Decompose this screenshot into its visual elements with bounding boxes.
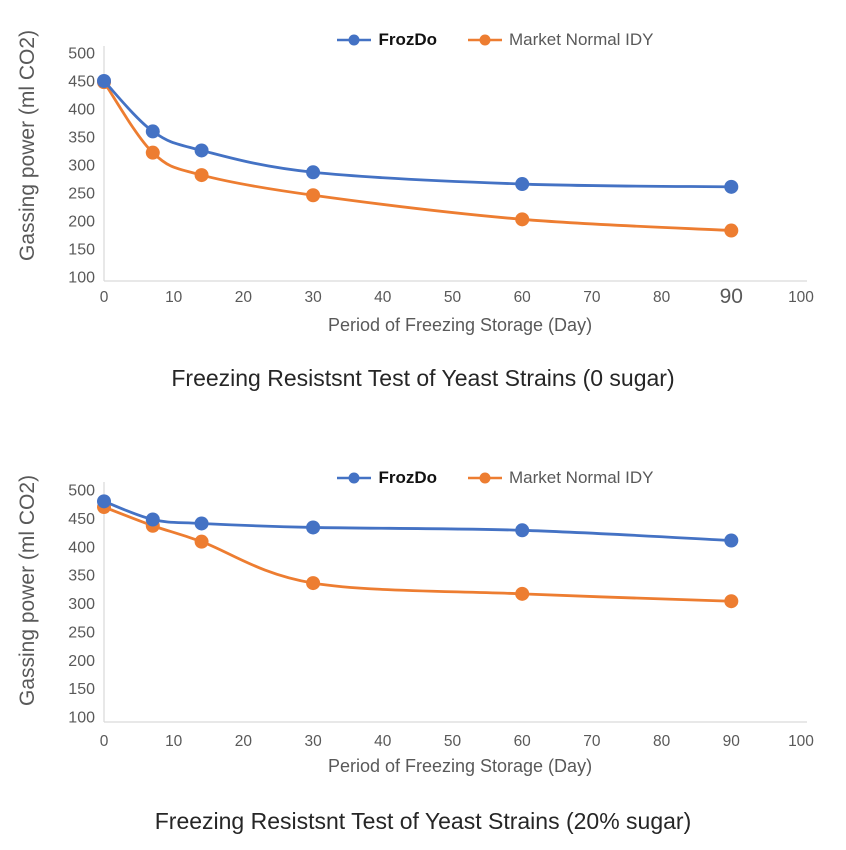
x-tick-label: 60 (514, 733, 532, 750)
y-tick-label: 350 (68, 568, 95, 585)
data-point-marker-1 (194, 168, 209, 183)
data-point-marker-0 (515, 523, 530, 538)
y-tick-label: 200 (68, 214, 95, 231)
y-tick-label: 500 (68, 46, 95, 63)
legend-item-market-normal-idy: Market Normal IDY (467, 30, 654, 50)
x-tick-label: 50 (444, 733, 462, 750)
y-tick-label: 500 (68, 483, 95, 500)
data-point-marker-0 (145, 124, 160, 139)
plot-area: 500 450 400 350 300 250 200 150 100 0 10 20 30 40 50 60… (68, 46, 814, 309)
chart-title: Freezing Resistsnt Test of Yeast Strains… (171, 365, 675, 391)
x-tick-label: 40 (374, 289, 392, 306)
x-tick-label: 0 (100, 733, 109, 750)
data-point-marker-0 (306, 520, 321, 535)
legend-item-frozdo: FrozDo (336, 468, 437, 488)
chart-20pct-sugar: FrozDo Market Normal IDY Gassing power (… (0, 430, 846, 850)
data-point-marker-0 (515, 177, 530, 192)
legend-line-marker-icon (337, 472, 372, 484)
y-tick-label: 450 (68, 74, 95, 91)
data-point-marker-0 (724, 179, 739, 194)
data-point-marker-0 (194, 143, 209, 158)
chart-title: Freezing Resistsnt Test of Yeast Strains… (154, 808, 692, 834)
x-tick-label: 80 (653, 289, 671, 306)
legend-item-market-normal-idy: Market Normal IDY (467, 468, 654, 488)
x-tick-label: 20 (235, 733, 253, 750)
legend-line-marker-icon (468, 34, 502, 46)
legend-dot (348, 34, 360, 46)
x-tick-label: 20 (235, 289, 253, 306)
x-tick-label: 100 (788, 289, 814, 306)
y-tick-label: 100 (68, 270, 95, 287)
y-tick-label: 350 (68, 130, 95, 147)
x-tick-label: 30 (304, 733, 322, 750)
y-tick-label: 400 (68, 539, 95, 556)
data-point-marker-0 (194, 516, 209, 531)
y-tick-label: 150 (68, 242, 95, 259)
legend-label: Market Normal IDY (509, 30, 654, 49)
x-tick-label: 90 (723, 733, 741, 750)
x-tick-label: 70 (583, 289, 601, 306)
x-tick-label: 60 (514, 289, 532, 306)
legend: FrozDo Market Normal IDY (145, 468, 845, 488)
data-point-marker-0 (97, 74, 111, 88)
data-point-marker-1 (306, 188, 321, 203)
data-point-marker-1 (724, 223, 739, 238)
x-tick-label: 0 (100, 289, 109, 306)
x-tick-label: 50 (444, 289, 462, 306)
data-point-marker-1 (194, 534, 209, 549)
legend-label: FrozDo (378, 30, 437, 49)
x-tick-label: 10 (165, 289, 183, 306)
chart-0-sugar: FrozDo Market Normal IDY Gassing power (… (0, 0, 846, 400)
legend-dot (479, 472, 491, 484)
legend-line-marker-icon (468, 472, 502, 484)
x-tick-label: 70 (583, 733, 601, 750)
y-tick-label: 400 (68, 102, 95, 119)
y-tick-label: 150 (68, 681, 95, 698)
data-point-marker-0 (724, 533, 739, 548)
y-tick-label: 250 (68, 624, 95, 641)
data-point-marker-0 (97, 494, 111, 509)
x-tick-label: 90 (720, 285, 743, 308)
y-tick-label: 200 (68, 653, 95, 670)
x-tick-label: 10 (165, 733, 183, 750)
y-tick-label: 450 (68, 511, 95, 528)
data-point-marker-1 (724, 594, 739, 609)
x-tick-label: 30 (304, 289, 322, 306)
legend-item-frozdo: FrozDo (336, 30, 437, 50)
legend-label: FrozDo (378, 468, 437, 487)
x-tick-label: 100 (788, 733, 814, 750)
legend-label: Market Normal IDY (509, 468, 654, 487)
data-point-marker-1 (145, 145, 160, 160)
x-tick-label: 80 (653, 733, 671, 750)
legend: FrozDo Market Normal IDY (145, 30, 845, 50)
x-axis-label: Period of Freezing Storage (Day) (327, 315, 593, 335)
legend-line-marker-icon (337, 34, 372, 46)
y-tick-label: 100 (68, 710, 95, 727)
x-tick-label: 40 (374, 733, 392, 750)
y-tick-label: 250 (68, 186, 95, 203)
plot-area: 500 450 400 350 300 250 200 150 100 0 10 20 30 40 50 60… (68, 482, 814, 750)
data-point-marker-0 (145, 512, 160, 527)
data-point-marker-1 (515, 212, 530, 227)
data-point-marker-1 (306, 576, 321, 591)
x-axis-label: Period of Freezing Storage (Day) (327, 756, 593, 776)
y-tick-label: 300 (68, 596, 95, 613)
y-tick-label: 300 (68, 158, 95, 175)
legend-dot (479, 34, 491, 46)
data-point-marker-0 (306, 165, 321, 180)
data-point-marker-1 (515, 586, 530, 601)
legend-dot (348, 472, 360, 484)
